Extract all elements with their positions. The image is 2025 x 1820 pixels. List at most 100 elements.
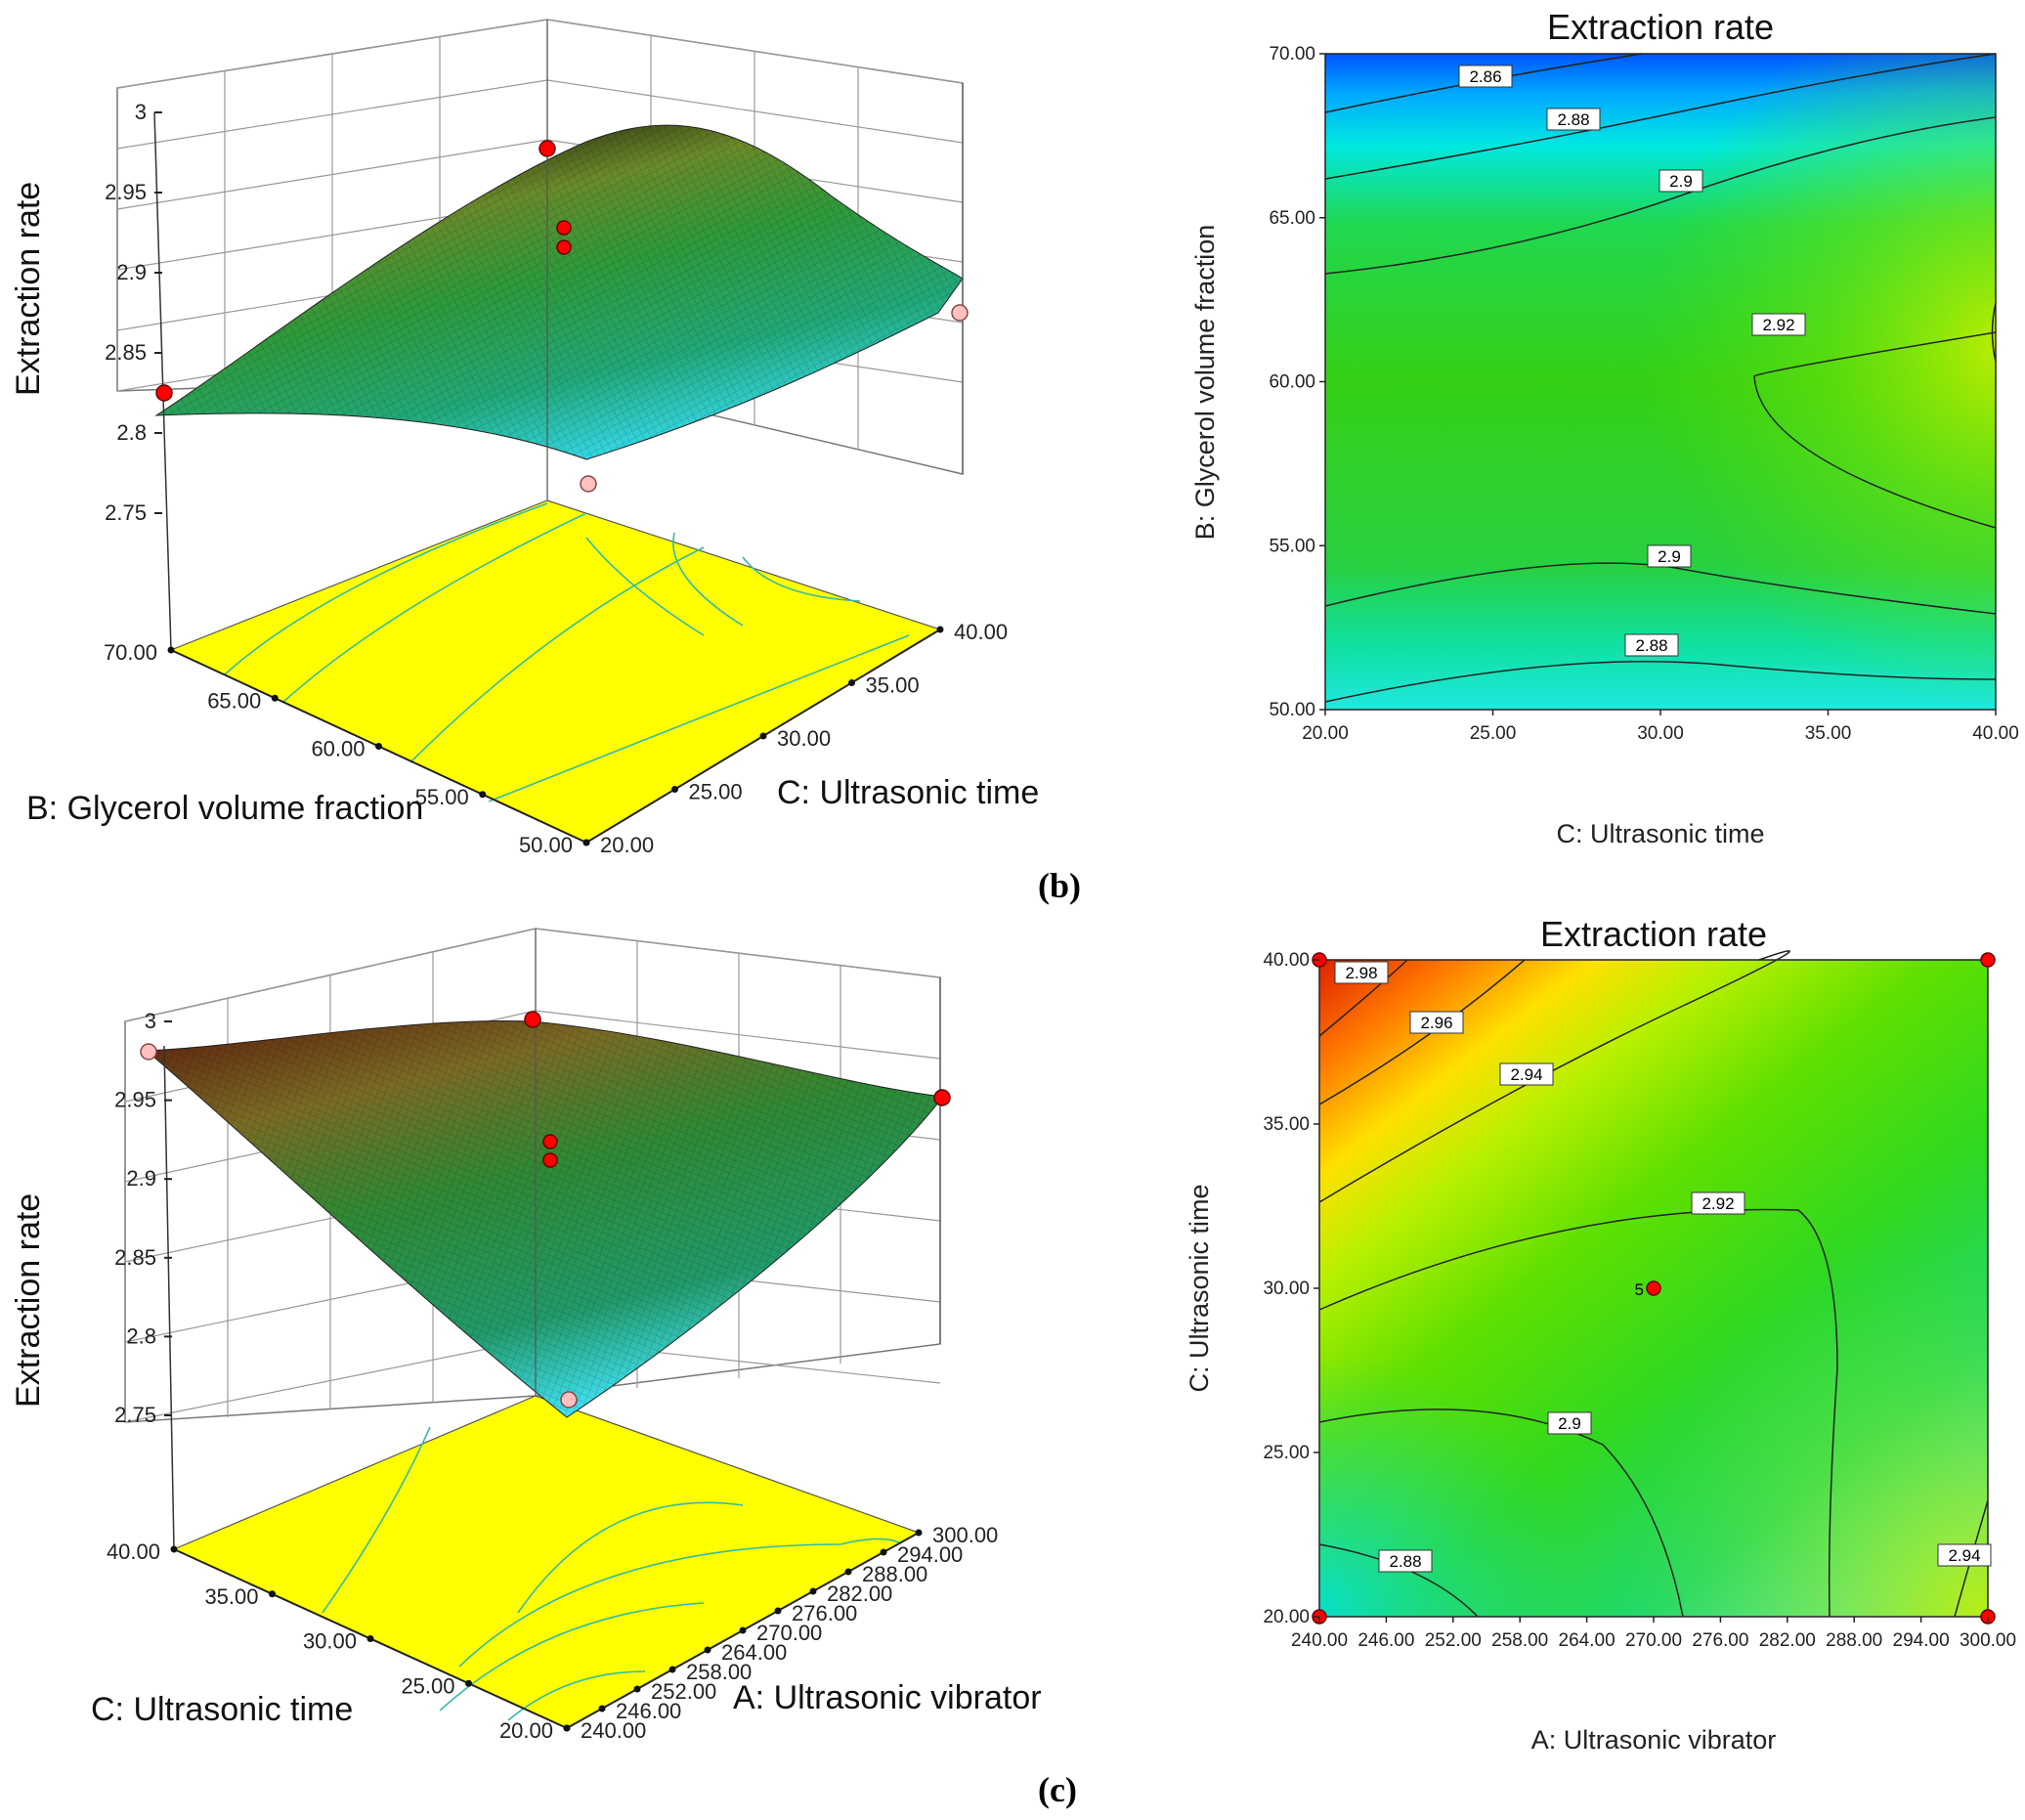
y-tick-mark [915, 1529, 923, 1537]
panel-b-contour-y-ticks: 50.00 55.00 60.00 65.00 70.00 [1269, 44, 1325, 720]
contour-label-box [1751, 313, 1806, 336]
y-tick-mark [739, 1626, 747, 1634]
x-tick-mark [375, 743, 382, 750]
contour-label-box [1659, 169, 1703, 193]
panel-c-contour-labels: 2.98 2.96 2.94 2.92 2.9 2.88 2.94 [1334, 961, 1992, 1573]
panel-c-x-ticks: 20.00 25.00 30.00 35.00 40.00 [107, 1539, 571, 1743]
design-point [1980, 952, 1996, 968]
panel-b-z-axis-label: Extraction rate [10, 182, 47, 396]
panel-c-y-axis-label: A: Ultrasonic vibrator [733, 1679, 1042, 1716]
x-tick-label: 240.00 [1291, 1630, 1348, 1651]
z-tick-label: 2.9 [116, 260, 147, 284]
x-tick-label: 264.00 [1559, 1630, 1616, 1651]
y-tick-label: 264.00 [721, 1640, 787, 1665]
x-tick-mark [271, 694, 279, 702]
x-tick-label: 20.00 [1302, 723, 1349, 744]
y-tick-label: 276.00 [792, 1601, 857, 1625]
contour-label-box [1499, 1062, 1554, 1086]
x-tick-label: 282.00 [1759, 1630, 1816, 1651]
contour-label: 2.94 [1510, 1065, 1542, 1084]
z-tick-label: 2.8 [126, 1323, 156, 1348]
x-tick-label: 20.00 [499, 1718, 553, 1743]
y-tick-label: 252.00 [651, 1679, 716, 1704]
x-tick-label: 70.00 [104, 640, 157, 665]
panel-b-contour-y-axis-label: B: Glycerol volume fraction [1190, 225, 1220, 541]
x-tick-label: 294.00 [1893, 1630, 1950, 1651]
x-tick-label: 40.00 [1972, 723, 2019, 744]
x-tick-label: 300.00 [1960, 1630, 2016, 1651]
panel-c-contour-title: Extraction rate [1540, 914, 1767, 954]
y-tick-mark [774, 1607, 782, 1615]
z-tick-label: 2.75 [105, 500, 147, 525]
y-tick-label: 288.00 [862, 1562, 927, 1586]
x-tick-mark [170, 1545, 178, 1553]
x-tick-label: 276.00 [1692, 1630, 1748, 1651]
panel-c-contour-plot [1318, 950, 1989, 1618]
panel-label-c: (c) [1038, 1770, 1077, 1809]
panel-b-contour-plot [1324, 53, 1997, 711]
design-point [1646, 1280, 1661, 1296]
x-tick-mark [167, 646, 175, 654]
contour-label: 2.88 [1389, 1552, 1421, 1571]
contour-label: 2.94 [1948, 1546, 1980, 1565]
panel-b-x-axis-label: B: Glycerol volume fraction [26, 790, 423, 827]
panel-label-b: (b) [1038, 866, 1081, 905]
y-tick-label: 240.00 [581, 1718, 646, 1743]
z-tick-label: 3 [135, 100, 147, 124]
contour-label: 2.9 [1658, 547, 1681, 566]
z-tick-label: 2.75 [114, 1403, 156, 1427]
x-tick-label: 258.00 [1491, 1630, 1548, 1651]
contour-label: 2.98 [1345, 964, 1377, 982]
x-tick-mark [479, 791, 487, 799]
z-tick-label: 2.8 [116, 420, 147, 445]
x-tick-label: 25.00 [401, 1673, 454, 1698]
x-tick-label: 65.00 [207, 688, 261, 713]
x-tick-label: 60.00 [311, 737, 365, 761]
x-tick-mark [269, 1590, 276, 1598]
y-tick-mark [809, 1587, 817, 1595]
panel-b-y-axis-label: C: Ultrasonic time [777, 774, 1039, 811]
x-tick-label: 35.00 [204, 1584, 258, 1609]
x-tick-label: 50.00 [519, 833, 573, 857]
contour-label-box [1624, 633, 1679, 657]
y-tick-label: 35.00 [866, 673, 920, 698]
y-tick-label: 40.00 [1263, 950, 1310, 971]
y-tick-mark [759, 732, 767, 740]
z-tick-label: 3 [145, 1009, 156, 1033]
y-tick-label: 300.00 [932, 1523, 998, 1547]
panel-b-z-ticks: 2.75 2.8 2.85 2.9 2.95 3 [105, 100, 162, 525]
panel-b-contour-labels: 2.86 2.88 2.9 2.92 2.9 2.88 [1458, 65, 1806, 657]
x-tick-label: 30.00 [1637, 723, 1684, 744]
y-tick-label: 20.00 [600, 833, 654, 857]
contour-label: 2.86 [1469, 67, 1501, 86]
contour-label: 2.92 [1762, 316, 1794, 334]
y-tick-mark [598, 1705, 606, 1712]
x-tick-label: 246.00 [1357, 1630, 1414, 1651]
panel-c-x-axis-label: C: Ultrasonic time [91, 1691, 353, 1728]
y-tick-mark [671, 786, 678, 793]
x-tick-label: 270.00 [1625, 1630, 1682, 1651]
z-tick-label: 2.95 [105, 180, 147, 204]
contour-label: 2.9 [1669, 172, 1693, 191]
y-tick-label: 35.00 [1263, 1114, 1310, 1135]
y-tick-label: 40.00 [954, 620, 1008, 644]
contour-label-box [1546, 108, 1601, 131]
y-tick-label: 25.00 [1263, 1443, 1310, 1463]
contour-label-box [1458, 65, 1513, 88]
panel-b-contour-x-ticks: 20.00 25.00 30.00 35.00 40.00 [1302, 710, 2019, 744]
center-point-count: 5 [1635, 1280, 1644, 1299]
panel-c-contour-y-ticks: 20.00 25.00 30.00 35.00 40.00 [1263, 950, 1319, 1627]
y-tick-label: 70.00 [1269, 44, 1315, 65]
z-tick-label: 2.95 [114, 1088, 156, 1112]
y-tick-mark [880, 1548, 887, 1556]
contour-label-box [1937, 1543, 1992, 1567]
y-tick-label: 65.00 [1269, 208, 1315, 229]
panel-b-y-ticks: 20.00 25.00 30.00 35.00 40.00 [582, 620, 1008, 857]
contour-label: 2.92 [1702, 1194, 1734, 1213]
y-tick-label: 270.00 [756, 1621, 822, 1645]
y-tick-label: 50.00 [1269, 700, 1315, 720]
x-tick-label: 25.00 [1470, 723, 1517, 744]
y-tick-label: 55.00 [1269, 536, 1315, 556]
contour-label-box [1647, 544, 1692, 568]
y-tick-label: 30.00 [1263, 1278, 1310, 1299]
